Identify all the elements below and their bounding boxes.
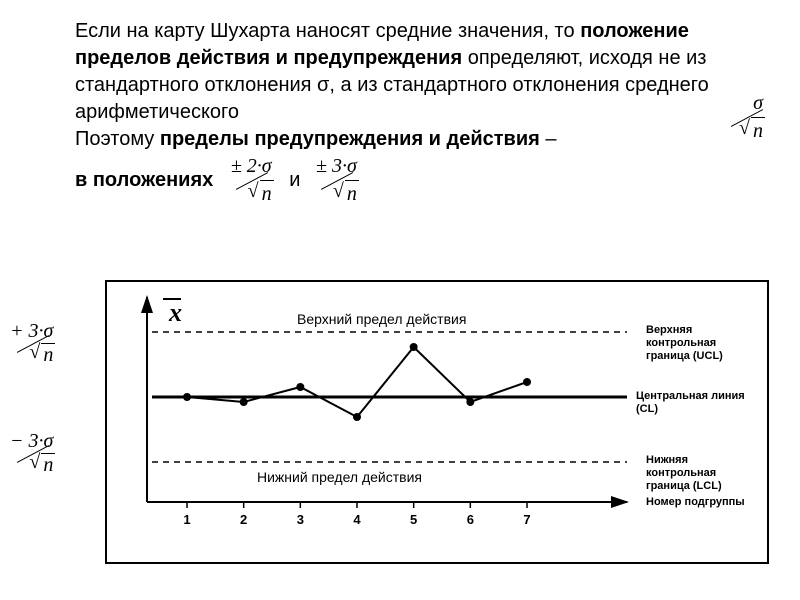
sqrt-n-3: n (345, 180, 359, 208)
svg-text:6: 6 (467, 512, 474, 527)
sqrt-n-2: n (260, 180, 274, 208)
label-ucl: Верхняя контрольная граница (UCL) (646, 324, 761, 364)
pm2sigma: ± 2·σ (231, 153, 274, 180)
shewhart-chart: x Верхний предел действия Нижний предел де… (105, 280, 769, 564)
sqrt-n-4: n (41, 343, 55, 367)
svg-text:7: 7 (523, 512, 530, 527)
formula-minus-3sigma-left: − 3·σ n (10, 430, 55, 477)
svg-text:Нижний предел действия: Нижний предел действия (257, 469, 422, 485)
label-lcl: Нижняя контрольная граница (LCL) (646, 454, 761, 494)
sigma-num: σ (729, 90, 765, 117)
label-x-axis: Номер подгруппы (646, 496, 761, 509)
svg-text:1: 1 (183, 512, 190, 527)
svg-text:2: 2 (240, 512, 247, 527)
text-positions: в положениях (75, 169, 213, 191)
sqrt-n-5: n (41, 453, 55, 477)
text-dash: – (545, 128, 556, 150)
svg-text:x: x (168, 298, 182, 327)
svg-text:5: 5 (410, 512, 417, 527)
minus3sigma: − 3·σ (10, 430, 55, 453)
text-intro: Если на карту Шухарта наносят средние зн… (75, 20, 580, 42)
text-and: и (289, 169, 300, 191)
formula-sigma-over-sqrt-n-top: σ n (729, 90, 765, 145)
text-therefore: Поэтому (75, 128, 160, 150)
sqrt-n: n (751, 117, 765, 145)
label-cl: Центральная линия (CL) (636, 390, 761, 416)
description-paragraph: Если на карту Шухарта наносят средние зн… (75, 18, 755, 208)
formula-3sigma: ± 3·σ n (316, 153, 359, 208)
pm3sigma: ± 3·σ (316, 153, 359, 180)
svg-text:4: 4 (353, 512, 361, 527)
svg-text:Верхний предел действия: Верхний предел действия (297, 311, 466, 327)
formula-plus-3sigma-left: + 3·σ n (10, 320, 55, 367)
svg-text:3: 3 (297, 512, 304, 527)
plus3sigma: + 3·σ (10, 320, 55, 343)
formula-2sigma: ± 2·σ n (231, 153, 274, 208)
text-limits2: пределы предупреждения и действия (160, 128, 540, 150)
